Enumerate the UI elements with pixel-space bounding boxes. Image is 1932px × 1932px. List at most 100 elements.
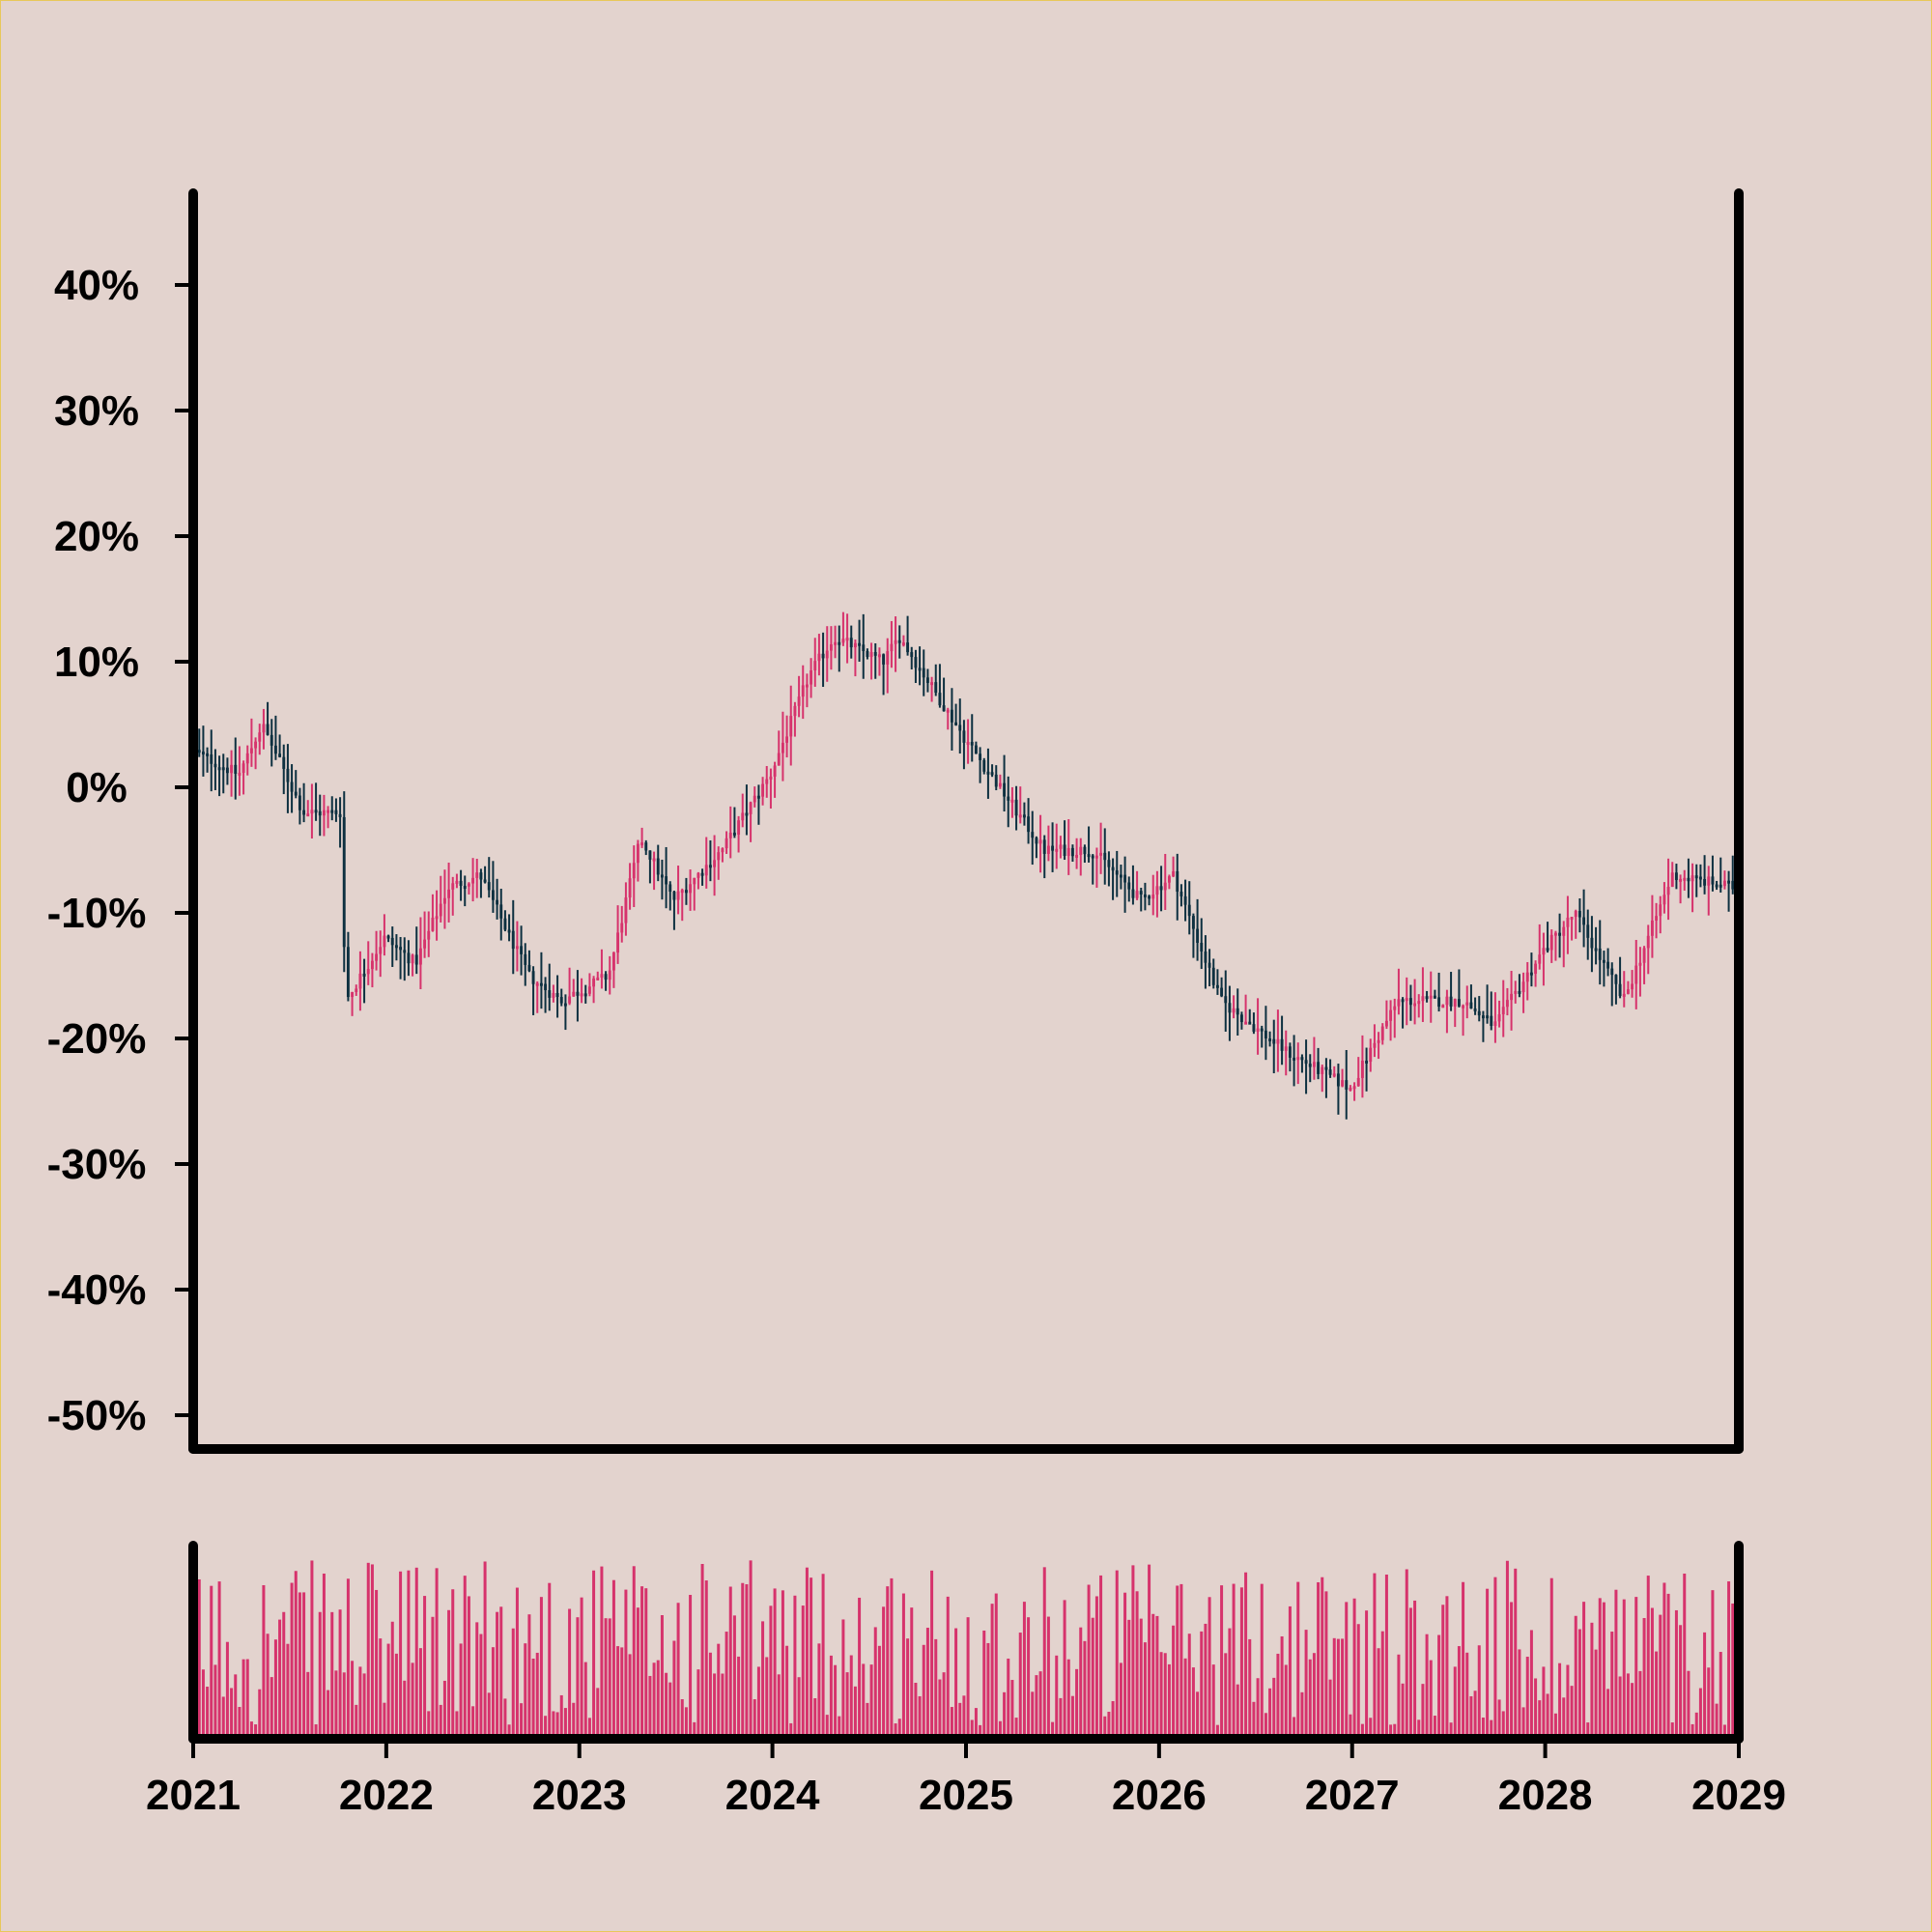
volume-bar [524,1643,527,1734]
candle-body [693,877,696,885]
candle-body [1679,878,1683,882]
volume-bar [1248,1638,1252,1734]
candle-body [1566,917,1570,927]
x-tick-label: 2026 [1112,1772,1207,1819]
candle-body [254,741,258,749]
x-tick-label: 2023 [532,1772,627,1819]
candle-body [1690,875,1694,882]
candle-body [1429,995,1433,999]
y-tick-label: 40% [54,262,139,309]
volume-bar [386,1643,390,1734]
volume-bar [1341,1638,1345,1734]
candle-body [1107,860,1111,867]
candle-body [524,953,527,965]
candle-body [414,954,418,965]
volume-bar [1155,1615,1159,1734]
candle-body [1151,895,1155,899]
volume-bar [531,1658,535,1734]
x-tick-label: 2028 [1498,1772,1593,1819]
candle-body [877,654,881,658]
volume-bar [708,1652,712,1734]
candle-body [1208,962,1211,968]
candle-body [479,872,483,880]
candle-body [777,753,781,766]
candle-body [1321,1066,1324,1074]
candle-body [1284,1046,1288,1051]
candle-body [1433,995,1436,999]
candle-body [1239,1014,1243,1023]
volume-bar [1711,1590,1715,1734]
candle-body [1063,844,1066,857]
volume-bar [435,1568,439,1734]
volume-bar [1469,1695,1473,1734]
volume-bar [1187,1634,1191,1734]
volume-bar [1577,1629,1581,1734]
candle-body [375,953,379,961]
candle-body [1349,1087,1352,1091]
candle-body [793,705,797,717]
candle-body [721,848,724,853]
volume-bar [491,1647,495,1734]
volume-bar [342,1672,346,1734]
volume-bar [1139,1618,1143,1734]
volume-bar [620,1647,624,1734]
candle-body [407,952,411,964]
candle-body [1683,877,1687,881]
candle-body [1473,1009,1477,1012]
candle-body [1228,1003,1232,1013]
volume-bar [1296,1581,1300,1734]
volume-bar [563,1708,567,1734]
candle-body [483,879,487,883]
candle-body [531,971,535,984]
volume-bar [1091,1617,1094,1734]
volume-bar [1497,1699,1501,1734]
candle-body [583,993,587,997]
candle-body [390,937,394,946]
volume-bar [242,1659,245,1734]
candle-body [1577,910,1581,918]
candle-body [310,810,314,814]
volume-bar [1159,1652,1163,1734]
volume-bar [1525,1657,1529,1734]
volume-bar [922,1644,925,1734]
volume-bar [918,1695,922,1734]
candle-body [930,682,934,686]
candle-body [1010,799,1014,803]
candle-body [838,641,841,645]
volume-bar [821,1574,825,1734]
candle-body [386,935,390,939]
candle-body [765,779,769,784]
volume-bar [1304,1630,1308,1734]
volume-bar [954,1628,958,1734]
candle-body [1232,1008,1236,1013]
x-tick-label: 2021 [146,1772,241,1819]
candle-body [1529,972,1533,976]
candle-body [568,996,572,1004]
volume-bar [499,1606,503,1734]
candle-body [1046,845,1050,854]
volume-bar [950,1707,953,1734]
volume-bar [689,1595,693,1734]
candle-body [298,795,301,810]
volume-bar [680,1699,684,1734]
volume-bar [1079,1627,1083,1734]
volume-bar [1365,1610,1369,1734]
volume-bar [958,1702,962,1734]
candle-body [1525,972,1529,982]
candle-body [672,892,676,900]
candle-body [1224,996,1228,1004]
volume-bar [877,1645,881,1734]
candle-body [1574,910,1577,918]
volume-bar [717,1643,721,1734]
candle-body [1655,916,1659,921]
candle-body [270,734,273,746]
candle-body [696,872,700,878]
volume-bar [286,1643,290,1734]
candle-body [383,935,386,948]
candle-body [789,716,793,737]
candle-body [906,642,910,653]
volume-bar [648,1675,652,1734]
volume-bar [1405,1569,1408,1734]
volume-bar [1244,1572,1248,1734]
volume-bar [515,1587,519,1734]
